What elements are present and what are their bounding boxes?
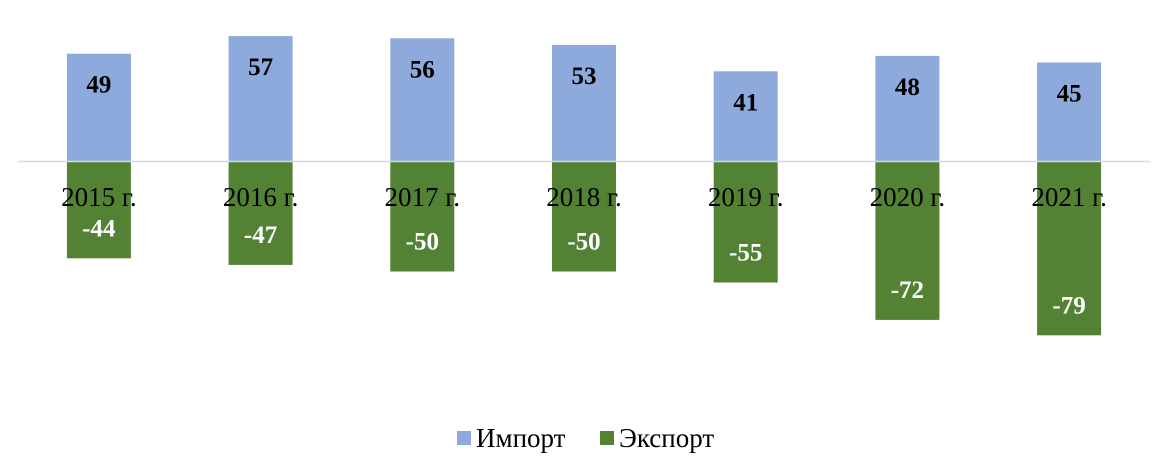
bar-import-1 xyxy=(66,53,131,162)
data-label-import-6: 48 xyxy=(895,74,920,101)
bar-export-7 xyxy=(1037,161,1102,336)
legend-swatch-import xyxy=(457,431,471,445)
legend-label-export: Экспорт xyxy=(619,423,714,453)
data-label-import-2: 57 xyxy=(248,54,273,81)
data-label-export-3: -50 xyxy=(406,229,439,256)
bars-group xyxy=(66,36,1102,336)
data-label-export-6: -72 xyxy=(891,277,924,304)
bar-export-6 xyxy=(875,161,940,320)
legend: Импорт Экспорт xyxy=(457,423,714,453)
bar-import-4 xyxy=(552,44,616,162)
category-label-6: 2020 г. xyxy=(870,182,946,212)
category-label-5: 2019 г. xyxy=(708,182,784,212)
bar-export-5 xyxy=(713,161,778,283)
data-label-import-5: 41 xyxy=(733,89,758,116)
data-label-export-4: -50 xyxy=(567,229,600,256)
category-label-7: 2021 г. xyxy=(1031,182,1107,212)
data-label-export-1: -44 xyxy=(82,215,116,242)
bar-export-4 xyxy=(552,161,616,272)
category-label-2: 2016 г. xyxy=(223,182,299,212)
bar-import-3 xyxy=(390,38,455,162)
data-label-export-5: -55 xyxy=(729,240,762,267)
data-label-import-3: 56 xyxy=(410,56,435,83)
data-label-export-7: -79 xyxy=(1052,292,1085,319)
bar-import-7 xyxy=(1037,62,1102,162)
legend-label-import: Импорт xyxy=(476,423,566,453)
legend-swatch-export xyxy=(600,431,614,445)
data-label-import-4: 53 xyxy=(572,63,597,90)
category-labels: 2015 г. 2016 г. 2017 г. 2018 г. 2019 г. 2020 … xyxy=(61,182,1107,212)
data-label-import-1: 49 xyxy=(86,72,111,99)
data-label-export-2: -47 xyxy=(244,222,277,249)
category-label-4: 2018 г. xyxy=(546,182,622,212)
category-label-3: 2017 г. xyxy=(385,182,461,212)
bar-export-2 xyxy=(228,161,293,265)
data-labels: 49 57 56 53 41 48 45 -44 -47 -50 -50 -55 -72 -79 xyxy=(82,54,1086,319)
bar-export-3 xyxy=(390,161,455,272)
data-label-import-7: 45 xyxy=(1057,81,1082,108)
category-label-1: 2015 г. xyxy=(61,182,137,212)
bar-import-6 xyxy=(875,55,940,162)
bar-export-1 xyxy=(66,161,131,259)
bar-import-2 xyxy=(228,36,293,162)
bar-import-5 xyxy=(713,71,778,162)
